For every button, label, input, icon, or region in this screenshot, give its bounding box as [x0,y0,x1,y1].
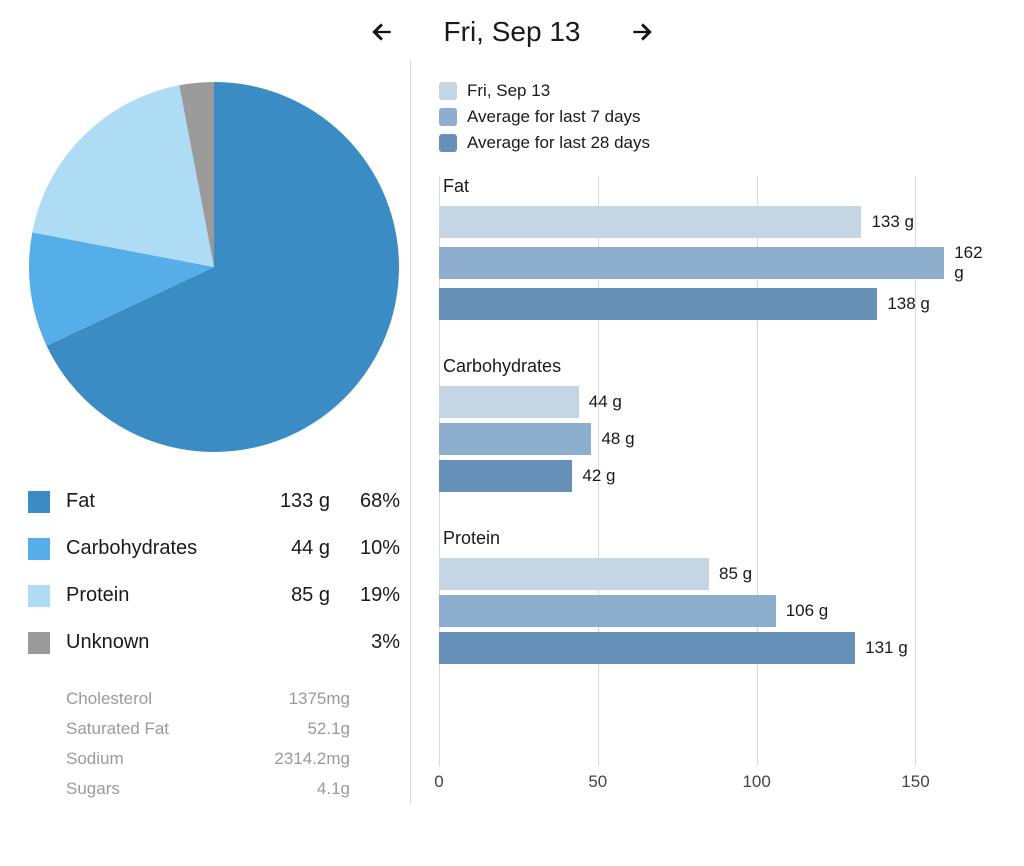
bar-row: 138 g [439,288,996,320]
bar [439,595,776,627]
legend-row: Fat133 g68% [28,478,400,525]
legend-percent: 10% [330,537,400,560]
legend-name: Fat [66,490,240,513]
nutrient-name: Saturated Fat [66,719,169,739]
nutrient-row: Saturated Fat 52.1g [66,714,350,744]
bar-row: 42 g [439,460,996,492]
legend-swatch [28,491,50,513]
legend-row: Unknown 3% [28,619,400,666]
bar-legend-label: Average for last 28 days [467,133,650,153]
bar-row: 131 g [439,632,996,664]
bar [439,632,855,664]
bar-value-label: 48 g [591,429,634,449]
legend-row: Protein85 g19% [28,572,400,619]
legend-name: Unknown [66,631,240,654]
bar-value-label: 44 g [579,392,622,412]
arrow-right-icon [629,19,655,45]
x-tick-label: 100 [742,772,770,792]
legend-swatch [28,538,50,560]
x-tick-label: 150 [901,772,929,792]
bar-legend-row: Fri, Sep 13 [439,78,996,104]
legend-percent: 19% [330,584,400,607]
nutrient-name: Sugars [66,779,120,799]
bar-row: 162 g [439,243,996,283]
current-date: Fri, Sep 13 [444,16,581,48]
x-tick-label: 0 [434,772,443,792]
bar-legend-row: Average for last 28 days [439,130,996,156]
bar-value-label: 138 g [877,294,930,314]
bar [439,423,591,455]
bar-group-title: Protein [439,528,996,553]
next-day-button[interactable] [628,18,656,46]
bar-row: 48 g [439,423,996,455]
x-tick-label: 50 [588,772,607,792]
bar [439,206,861,238]
bar-legend-row: Average for last 7 days [439,104,996,130]
right-panel: Fri, Sep 13 Average for last 7 days Averag… [410,60,996,804]
bar-value-label: 131 g [855,638,908,658]
legend-swatch [28,632,50,654]
bar [439,558,709,590]
bar-value-label: 42 g [572,466,615,486]
bar-row: 106 g [439,595,996,627]
bar-value-label: 133 g [861,212,914,232]
bar-chart: Fat 133 g 162 g 138 g Carbohydrates 44 g 48 g 4… [439,176,996,796]
bar-value-label: 106 g [776,601,829,621]
bar-chart-legend: Fri, Sep 13 Average for last 7 days Averag… [439,78,996,156]
bar-row: 133 g [439,206,996,238]
nutrient-value: 2314.2mg [274,749,350,769]
date-header: Fri, Sep 13 [0,0,1024,60]
legend-grams: 85 g [240,584,330,607]
bar [439,386,579,418]
legend-name: Carbohydrates [66,537,240,560]
nutrient-value: 4.1g [317,779,350,799]
legend-percent: 68% [330,490,400,513]
nutrient-row: Sugars 4.1g [66,774,350,804]
bar-legend-label: Fri, Sep 13 [467,81,550,101]
bar-group: Carbohydrates 44 g 48 g 42 g [439,356,996,492]
nutrient-row: Cholesterol 1375mg [66,684,350,714]
legend-grams: 44 g [240,537,330,560]
macros-pie-chart [29,82,399,452]
bar [439,460,572,492]
bar-value-label: 85 g [709,564,752,584]
bar-row: 85 g [439,558,996,590]
legend-grams: 133 g [240,490,330,513]
legend-row: Carbohydrates44 g10% [28,525,400,572]
bar-group-title: Carbohydrates [439,356,996,381]
bar [439,288,877,320]
bar-legend-swatch [439,82,457,100]
prev-day-button[interactable] [368,18,396,46]
bar-group: Fat 133 g 162 g 138 g [439,176,996,320]
nutrient-name: Sodium [66,749,124,769]
nutrient-row: Sodium 2314.2mg [66,744,350,774]
bar-group: Protein 85 g 106 g 131 g [439,528,996,664]
bar-legend-label: Average for last 7 days [467,107,641,127]
arrow-left-icon [369,19,395,45]
nutrient-value: 52.1g [307,719,350,739]
x-axis: 050100150 [439,772,996,796]
nutrient-name: Cholesterol [66,689,152,709]
nutrient-value: 1375mg [289,689,350,709]
legend-name: Protein [66,584,240,607]
legend-percent: 3% [330,631,400,654]
bar-row: 44 g [439,386,996,418]
legend-swatch [28,585,50,607]
left-panel: Fat133 g68%Carbohydrates44 g10%Protein85… [28,60,410,804]
bar-legend-swatch [439,108,457,126]
bar-value-label: 162 g [944,243,996,283]
bar-legend-swatch [439,134,457,152]
bar [439,247,944,279]
bar-group-title: Fat [439,176,996,201]
nutrients-table: Cholesterol 1375mg Saturated Fat 52.1g Sodiu… [28,684,400,804]
macros-legend: Fat133 g68%Carbohydrates44 g10%Protein85… [28,478,400,666]
